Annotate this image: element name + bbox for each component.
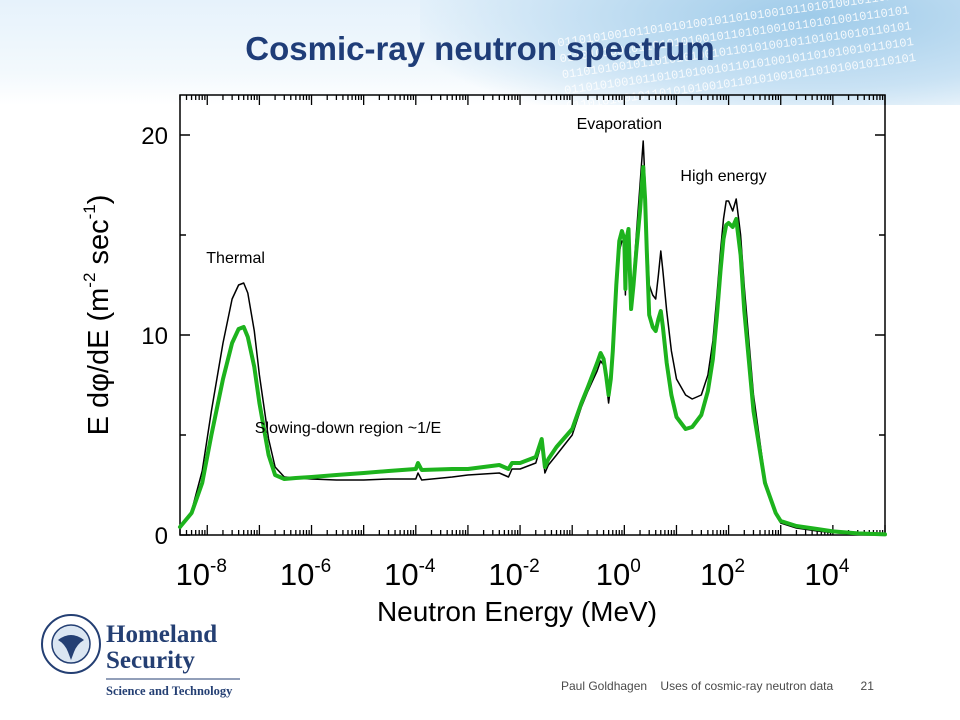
slide-footer: Paul Goldhagen Uses of cosmic-ray neutro… [561,679,884,693]
x-tick-label-base: 10 [384,557,418,592]
x-tick-label-exponent: 0 [630,556,641,577]
footer-author: Paul Goldhagen [561,679,648,693]
y-axis-label-main: E dφ/dE (m [83,288,115,436]
x-tick-label: 104 [804,556,849,592]
x-tick-label-base: 10 [176,557,210,592]
x-tick-label-base: 10 [488,557,522,592]
logo-line1: Homeland [106,621,217,648]
x-tick-label-base: 10 [596,557,630,592]
x-tick-label-base: 10 [700,557,734,592]
annotation-label: Slowing-down region ~1/E [255,420,441,437]
y-axis-label-mid: sec [83,219,115,272]
y-tick-label: 0 [155,523,168,550]
x-tick-label: 10-6 [280,556,331,592]
plot-frame [179,94,886,536]
x-tick-label-exponent: -4 [419,556,436,577]
logo-line3: Science and Technology [106,684,233,698]
annotation-label: High energy [680,168,766,185]
slide-number: 21 [860,679,874,693]
chart-annotations: Thermal Slowing-down region ~1/E Evaporati… [206,116,766,437]
x-tick-label: 10-2 [488,556,539,592]
y-axis-label-end: ) [83,195,115,205]
y-axis-label-exponent-1: -2 [80,273,99,288]
x-tick-label-base: 10 [280,557,314,592]
annotation-label: Thermal [206,250,265,267]
logo-line2: Security [106,647,195,674]
x-tick-label: 10-4 [384,556,436,592]
y-tick-label: 20 [141,123,168,150]
y-tick-labels: 0 10 20 [141,123,168,550]
green-spectrum-line [178,165,887,537]
y-axis-label-exponent-2: -1 [80,204,99,219]
annotation-label: Evaporation [577,116,662,133]
slide-title: Cosmic-ray neutron spectrum [245,30,715,67]
x-tick-label-exponent: 4 [839,556,850,577]
black-spectrum-line [179,140,886,536]
y-tick-label: 10 [141,323,168,350]
banner-glow [420,0,960,105]
footer-talk-title: Uses of cosmic-ray neutron data [660,679,834,693]
x-tick-label-exponent: -8 [210,556,227,577]
spectrum-curves [178,140,887,537]
header-banner: 0110101001011010101001011010100101101010… [0,0,960,105]
x-axis-label: Neutron Energy (MeV) [377,596,657,627]
x-tick-label-base: 10 [804,557,838,592]
x-tick-label: 10-8 [176,556,227,592]
x-tick-label: 102 [700,556,745,592]
axis-ticks [179,95,886,536]
y-axis-label: E dφ/dE (m-2 sec-1) [80,195,115,436]
seal-eagle-icon [58,635,84,660]
x-tick-labels: 10-8 10-6 10-4 10-2 100 102 104 [176,556,850,592]
x-tick-label-exponent: -6 [314,556,331,577]
homeland-security-logo: Homeland Security Science and Technology [41,614,240,698]
x-tick-label-exponent: 2 [735,556,746,577]
x-tick-label-exponent: -2 [523,556,540,577]
x-tick-label: 100 [596,556,641,592]
